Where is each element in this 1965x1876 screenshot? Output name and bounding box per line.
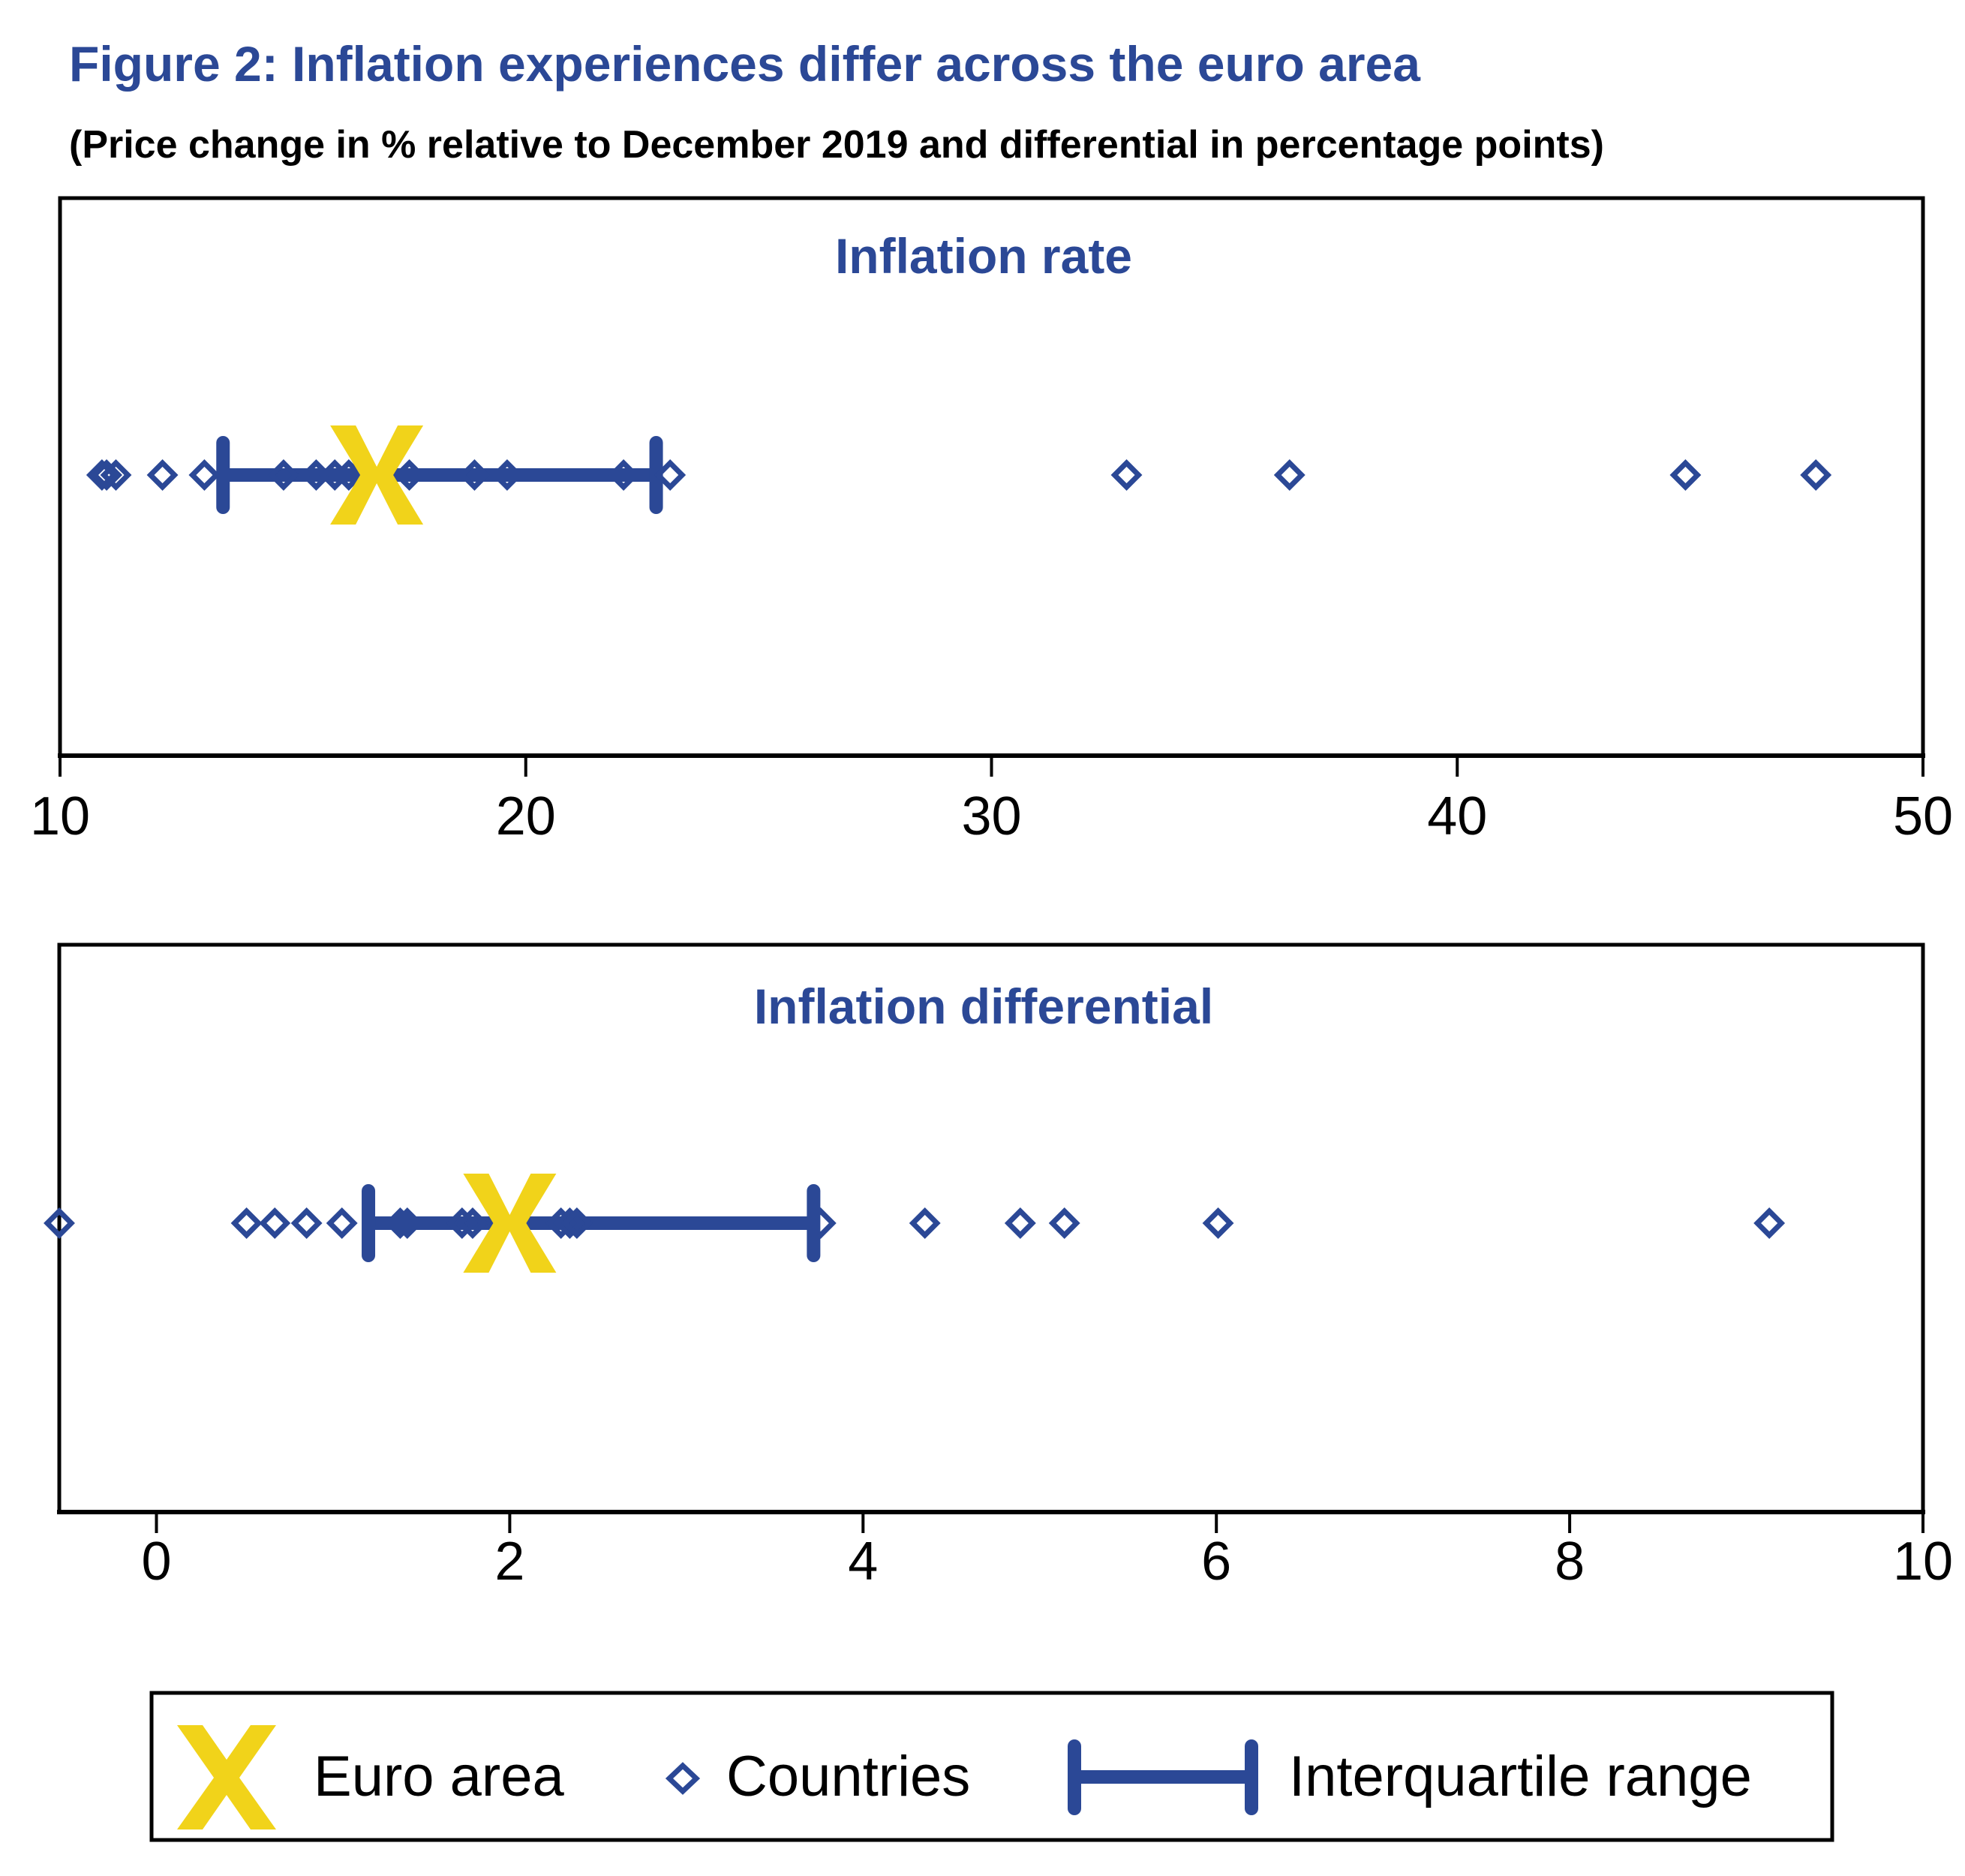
hollow-diamond-icon xyxy=(665,1762,701,1795)
legend-item-countries: Countries xyxy=(665,1745,970,1808)
country-point xyxy=(146,459,179,491)
legend: Euro area Countries Interquartile range xyxy=(149,1691,1834,1842)
data-marks xyxy=(86,425,1832,525)
legend-box xyxy=(149,1691,1834,1842)
country-point xyxy=(326,1207,358,1239)
country-point xyxy=(44,1207,75,1239)
country-point xyxy=(1048,1207,1080,1239)
legend-item-euro-area: Euro area xyxy=(177,1725,564,1829)
country-point xyxy=(391,1207,423,1239)
country-point xyxy=(393,459,425,491)
country-point xyxy=(230,1207,263,1239)
country-point xyxy=(804,1207,837,1239)
euro-area-point xyxy=(330,425,424,525)
legend-label: Countries xyxy=(726,1745,970,1808)
country-point xyxy=(290,1207,323,1239)
country-point xyxy=(554,1207,586,1239)
country-point xyxy=(446,1207,478,1239)
x-tick-label: 30 xyxy=(961,786,1021,846)
x-tick-label: 2 xyxy=(494,1532,524,1592)
country-point xyxy=(608,459,640,491)
panel-title: Inflation differential xyxy=(754,979,1213,1034)
x-cross-icon xyxy=(177,1725,276,1829)
x-tick-label: 10 xyxy=(30,786,90,846)
x-axis-ticks: 0 2 4 6 8 10 xyxy=(141,1512,1953,1592)
figure-subtitle: (Price change in % relative to December … xyxy=(69,123,1604,167)
country-point xyxy=(1669,459,1702,491)
country-point xyxy=(1273,459,1305,491)
country-point xyxy=(1202,1207,1234,1239)
legend-item-interquartile-range: Interquartile range xyxy=(1068,1739,1752,1815)
country-point xyxy=(384,1207,416,1239)
country-point xyxy=(909,1207,941,1239)
legend-label: Interquartile range xyxy=(1289,1745,1752,1808)
country-point xyxy=(332,459,365,491)
country-point xyxy=(188,459,221,491)
country-point xyxy=(1800,459,1832,491)
x-axis-ticks: 10 20 30 40 50 xyxy=(30,756,1953,846)
figure-title: Figure 2: Inflation experiences differ a… xyxy=(69,36,1421,92)
x-tick-label: 4 xyxy=(848,1532,878,1592)
legend-label: Euro area xyxy=(314,1745,564,1808)
panel-inflation-differential: Inflation differential 0 2 4 6 8 10 xyxy=(44,943,1953,1592)
country-point xyxy=(100,459,132,491)
country-point xyxy=(268,459,299,491)
panel-inflation-rate: Inflation rate 10 20 30 40 50 xyxy=(30,196,1953,846)
panel-title: Inflation rate xyxy=(835,228,1132,284)
country-point xyxy=(1110,459,1143,491)
euro-area-point xyxy=(463,1174,557,1273)
country-point xyxy=(654,459,687,491)
country-point xyxy=(91,459,123,491)
x-tick-label: 0 xyxy=(141,1532,171,1592)
x-tick-label: 6 xyxy=(1201,1532,1231,1592)
country-point xyxy=(1753,1207,1786,1239)
country-point xyxy=(1004,1207,1036,1239)
country-point xyxy=(457,1207,488,1239)
data-marks xyxy=(44,1174,1786,1273)
x-tick-label: 10 xyxy=(1893,1532,1953,1592)
country-point xyxy=(491,459,523,491)
country-point xyxy=(560,1207,593,1239)
country-point xyxy=(259,1207,291,1239)
x-tick-label: 20 xyxy=(496,786,556,846)
x-tick-label: 50 xyxy=(1893,786,1953,846)
x-tick-label: 40 xyxy=(1427,786,1487,846)
x-tick-label: 8 xyxy=(1555,1532,1585,1592)
country-point xyxy=(458,459,491,491)
